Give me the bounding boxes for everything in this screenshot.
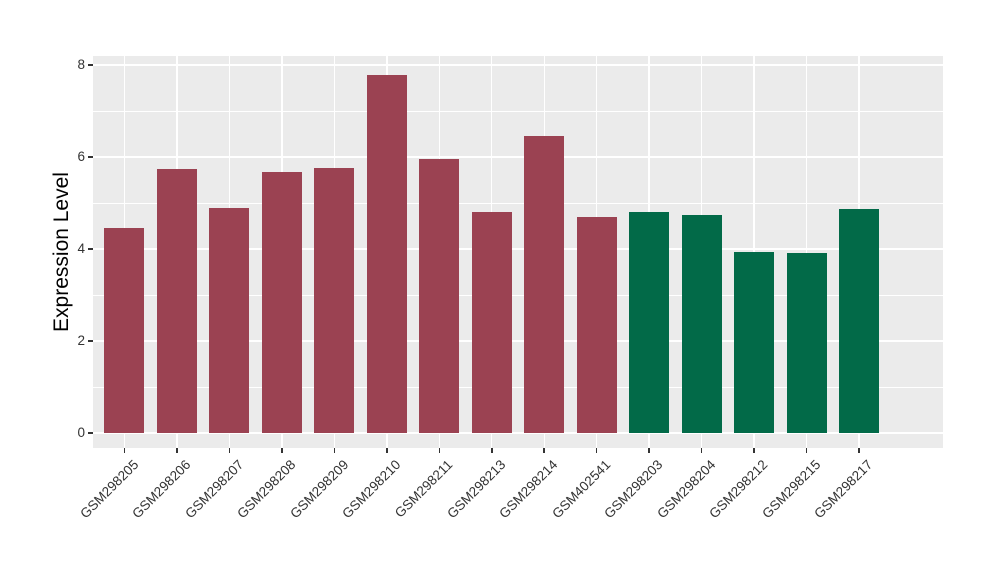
y-tick-label-4: 4 [77, 241, 85, 256]
y-tick-mark-8 [88, 64, 93, 66]
gridline-minor-y7 [93, 110, 943, 112]
bar-GSM298208 [261, 171, 302, 433]
x-tick-mark-GSM298210 [386, 448, 388, 453]
bar-GSM402541 [576, 217, 617, 433]
x-tick-mark-GSM298217 [858, 448, 860, 453]
gridline-major-y4 [93, 248, 943, 250]
bar-GSM298205 [104, 228, 145, 433]
plot-panel [93, 56, 943, 448]
x-tick-mark-GSM298209 [333, 448, 336, 453]
gridline-minor-y1 [93, 386, 943, 388]
bar-GSM298206 [156, 168, 197, 433]
bar-GSM298215 [786, 252, 827, 433]
y-tick-label-0: 0 [77, 425, 85, 440]
bar-GSM298214 [524, 135, 565, 433]
y-tick-label-2: 2 [77, 333, 85, 348]
x-tick-mark-GSM298207 [228, 448, 231, 453]
gridline-minor-y3 [93, 294, 943, 296]
gridline-vert-GSM298215 [805, 56, 808, 448]
bar-GSM298210 [366, 75, 407, 433]
bar-GSM298207 [209, 207, 250, 433]
x-tick-mark-GSM402541 [595, 448, 598, 453]
bar-GSM298203 [629, 211, 670, 433]
bar-GSM298217 [839, 208, 880, 433]
x-tick-mark-GSM298212 [753, 448, 755, 453]
x-tick-mark-GSM298208 [281, 448, 283, 453]
gridline-major-y6 [93, 156, 943, 158]
y-tick-label-6: 6 [77, 149, 85, 164]
x-tick-mark-GSM298205 [123, 448, 126, 453]
y-tick-mark-2 [88, 340, 93, 342]
gridline-major-y2 [93, 340, 943, 342]
x-tick-mark-GSM298211 [438, 448, 441, 453]
bar-GSM298211 [419, 158, 460, 433]
bar-GSM298212 [734, 251, 775, 433]
x-tick-mark-GSM298213 [491, 448, 493, 453]
x-tick-mark-GSM298206 [176, 448, 178, 453]
gridline-minor-y5 [93, 202, 943, 204]
y-tick-mark-6 [88, 156, 93, 158]
y-tick-label-8: 8 [77, 57, 85, 72]
bar-GSM298204 [681, 214, 722, 433]
x-tick-mark-GSM298215 [805, 448, 808, 453]
gridline-major-y8 [93, 64, 943, 66]
bar-GSM298209 [314, 167, 355, 433]
gridline-major-y0 [93, 432, 943, 434]
y-tick-mark-0 [88, 432, 93, 434]
x-tick-mark-GSM298204 [700, 448, 703, 453]
bar-GSM298213 [471, 211, 512, 433]
x-tick-mark-GSM298214 [543, 448, 545, 453]
x-tick-mark-GSM298203 [648, 448, 650, 453]
y-tick-mark-4 [88, 248, 93, 250]
